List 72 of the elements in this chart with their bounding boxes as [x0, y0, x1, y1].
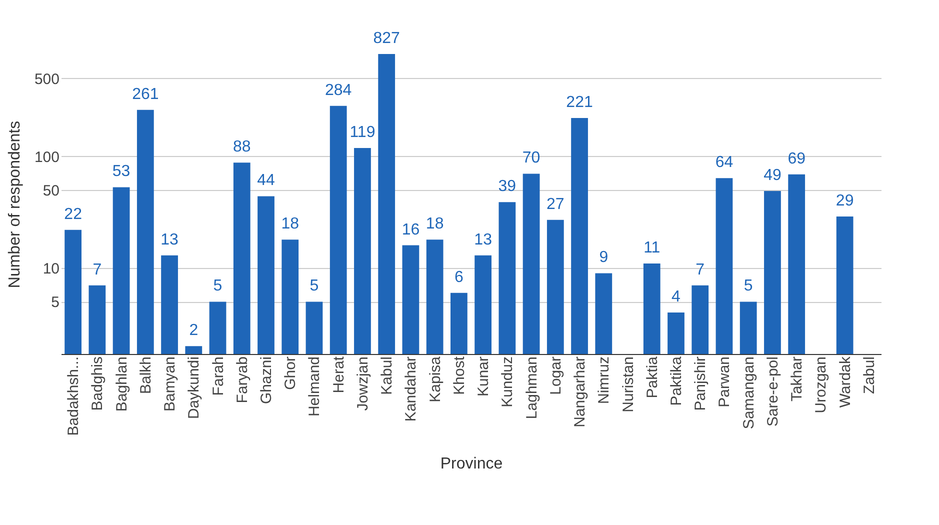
- data-label: 827: [373, 30, 400, 47]
- data-label: 22: [64, 206, 82, 223]
- x-tick-label: Ghor: [282, 356, 300, 390]
- x-tick-label: Khost: [450, 356, 468, 395]
- x-tick-label: Ghazni: [258, 356, 275, 404]
- data-label: 29: [836, 192, 854, 210]
- y-axis-title: Number of respondents: [6, 120, 24, 288]
- data-label: 5: [310, 278, 319, 295]
- x-tick-label: Herat: [330, 356, 348, 394]
- x-tick-label: Paktia: [644, 356, 661, 398]
- x-tick-label: Jowzjan: [354, 356, 372, 411]
- x-tick-label: Helmand: [306, 356, 324, 417]
- data-label: 261: [132, 86, 159, 103]
- x-tick-label: Wardak: [836, 356, 854, 408]
- x-tick-label: Balkh: [137, 356, 154, 394]
- data-label: 64: [715, 154, 734, 172]
- data-label: 5: [744, 278, 753, 295]
- x-tick-label: Kandahar: [402, 356, 420, 422]
- x-tick-label: Urozgan: [812, 356, 830, 414]
- data-label: 69: [788, 150, 806, 168]
- x-tick-label: Bamyan: [162, 356, 179, 412]
- x-tick-label: Faryab: [234, 356, 251, 404]
- data-label: 49: [764, 167, 782, 184]
- data-label: 70: [522, 150, 540, 167]
- data-label: 6: [454, 268, 464, 286]
- x-tick-label: Nuristan: [620, 356, 637, 412]
- x-tick-label: Sare-e-pol: [764, 356, 782, 427]
- data-label: 18: [426, 216, 444, 233]
- x-tick-label: Kunar: [475, 356, 492, 397]
- x-tick-label: Daykundi: [186, 356, 203, 420]
- y-tick-label: 5: [51, 294, 60, 312]
- data-label: 7: [696, 261, 705, 278]
- data-label: 284: [325, 82, 352, 99]
- x-tick-label: Zabul: [860, 356, 878, 394]
- x-axis-title: Province: [440, 456, 503, 473]
- x-tick-label: Nangarhar: [572, 356, 589, 428]
- x-tick-label: Badakhsh...: [65, 356, 82, 436]
- x-tick-label: Nimruz: [596, 356, 613, 404]
- x-tick-label: Paktika: [668, 356, 685, 406]
- data-label: 7: [92, 261, 102, 278]
- data-label: 39: [498, 178, 516, 196]
- x-tick-label: Samangan: [740, 356, 758, 430]
- y-tick-label: 500: [34, 70, 60, 88]
- data-label: 221: [566, 94, 593, 111]
- x-tick-label: Takhar: [788, 356, 806, 402]
- data-label: 4: [672, 288, 681, 306]
- x-tick-label: Farah: [210, 356, 227, 396]
- x-tick-label: Kapisa: [426, 356, 444, 402]
- data-label: 44: [257, 172, 275, 190]
- data-label: 2: [189, 322, 198, 340]
- data-label: 16: [402, 221, 420, 238]
- data-label: 18: [281, 216, 300, 233]
- data-label: 88: [232, 138, 251, 156]
- x-tick-label: Kunduz: [499, 356, 516, 408]
- data-label: 11: [644, 239, 660, 256]
- data-label: 5: [213, 278, 222, 295]
- data-label: 13: [160, 231, 179, 248]
- y-tick-label: 50: [42, 182, 60, 200]
- x-tick-label: Logar: [547, 356, 564, 395]
- x-tick-label: Laghman: [523, 356, 540, 420]
- data-label: 13: [474, 231, 492, 248]
- y-tick-label: 10: [42, 260, 60, 278]
- x-tick-label: Kabul: [378, 356, 396, 395]
- x-tick-label: Panjshir: [692, 356, 710, 411]
- x-tick-label: Badghis: [89, 356, 106, 411]
- data-label: 53: [112, 163, 130, 180]
- data-label: 119: [350, 124, 376, 141]
- data-label: 9: [599, 249, 608, 266]
- data-label: 27: [546, 196, 564, 213]
- y-tick-label: 100: [34, 148, 60, 166]
- x-tick-label: Parwan: [716, 356, 734, 408]
- x-tick-label: Baghlan: [113, 356, 130, 412]
